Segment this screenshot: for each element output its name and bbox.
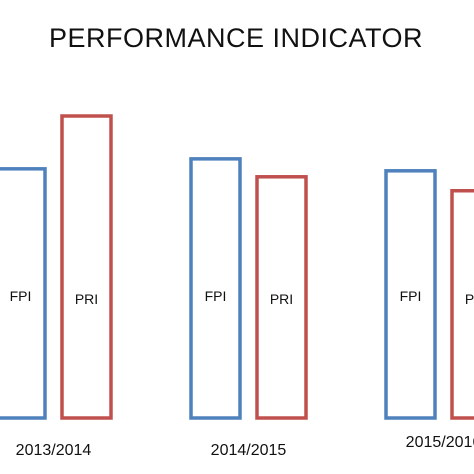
bar-label-fpi-0: FPI	[10, 288, 32, 304]
category-label-0: 2013/2014	[16, 442, 92, 459]
bar-fpi-1	[189, 157, 242, 420]
bar-label-pri-1: PRI	[270, 291, 293, 307]
bar-fpi-0	[0, 167, 47, 420]
bars-group: FPI PRI FPI PRI FPI PRI	[0, 114, 474, 420]
bar-pri-0	[60, 114, 113, 420]
bar-label-pri-0: PRI	[75, 291, 98, 307]
bar-label-fpi-1: FPI	[205, 288, 227, 304]
category-label-2: 2015/2016	[406, 434, 474, 451]
bar-pri-2	[450, 189, 474, 420]
bar-label-pri-2: PRI	[465, 291, 474, 307]
category-labels: 2013/2014 2014/2015 2015/2016	[16, 434, 474, 459]
bar-fpi-2	[384, 169, 437, 420]
category-label-1: 2014/2015	[211, 442, 287, 459]
bar-label-fpi-2: FPI	[400, 288, 422, 304]
bar-pri-1	[255, 175, 308, 420]
chart-title: PERFORMANCE INDICATOR	[49, 23, 423, 53]
